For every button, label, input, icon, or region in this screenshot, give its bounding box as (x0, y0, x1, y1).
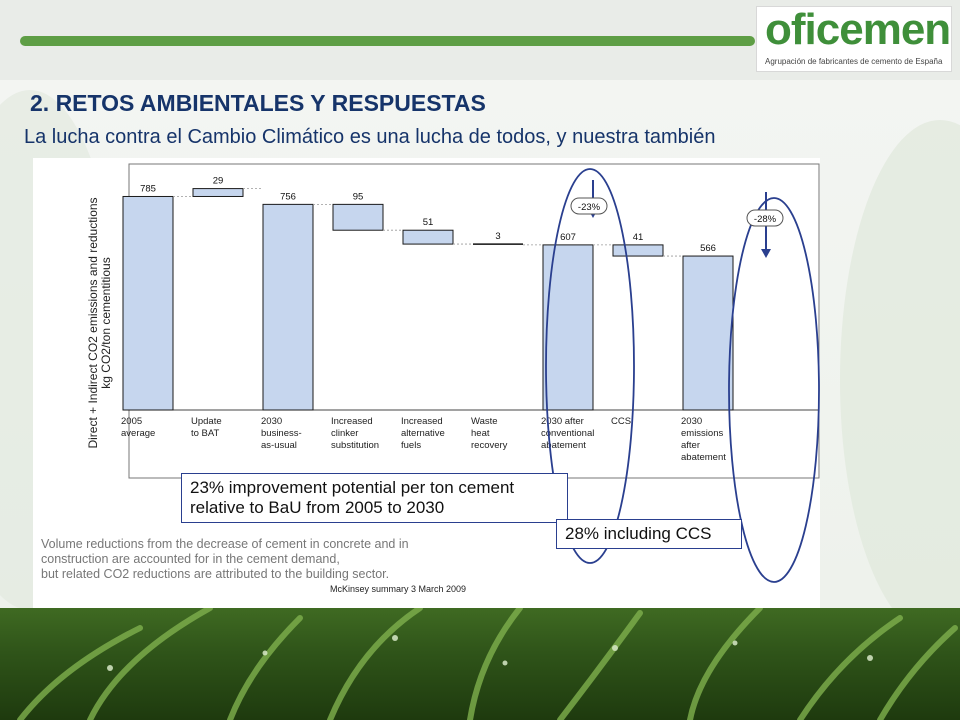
category-label-3: Increased clinker substitution (331, 416, 379, 451)
improvement-callout-line1: 23% improvement potential per ton cement (190, 478, 515, 497)
value-label-7: 41 (633, 232, 644, 243)
improvement-callout: 23% improvement potential per ton cement… (181, 473, 568, 523)
value-label-5: 3 (495, 231, 500, 242)
bar-1 (192, 188, 244, 197)
category-label-7: CCS (611, 416, 631, 427)
grass-photo-strip (0, 605, 960, 720)
logo-wordmark: oficemen (765, 5, 951, 54)
waterfall-chart: Direct + Indirect CO2 emissions and redu… (86, 163, 820, 583)
highlight-ellipse-2030-conventional (545, 168, 635, 564)
slide-subtitle: La lucha contra el Cambio Climático es u… (24, 126, 716, 148)
bar-4 (402, 229, 454, 245)
source-note: McKinsey summary 3 March 2009 (330, 584, 467, 594)
bar-6 (542, 244, 594, 411)
value-label-1: 29 (213, 176, 224, 187)
reduction-arrow-head-1 (761, 249, 771, 258)
footnote-line: Volume reductions from the decrease of c… (41, 537, 409, 551)
footnote-line: construction are accounted for in the ce… (41, 552, 340, 566)
category-label-1: Update to BAT (191, 416, 222, 439)
value-label-6: 607 (560, 232, 576, 243)
category-label-6: 2030 after conventional abatement (541, 416, 594, 451)
y-axis-label: Direct + Indirect CO2 emissions and redu… (86, 197, 113, 448)
improvement-callout-line2: relative to BaU from 2005 to 2030 (190, 498, 445, 517)
reduction-badge-label-0: -23% (578, 202, 601, 213)
header-rule (20, 36, 755, 46)
grass-blades (17, 605, 958, 720)
bar-3 (332, 203, 384, 231)
company-logo: oficemen Agrupación de fabricantes de ce… (756, 5, 952, 72)
value-label-4: 51 (423, 217, 434, 228)
ccs-callout: 28% including CCS (556, 519, 742, 549)
category-label-2: 2030 business-as-usual (261, 416, 302, 451)
slide-title: 2. RETOS AMBIENTALES Y RESPUESTAS (30, 90, 486, 116)
footnote: Volume reductions from the decrease of c… (41, 537, 409, 582)
bar-2 (262, 203, 314, 411)
category-label-8: 2030 emissions after abatement (681, 416, 726, 463)
category-label-5: Waste heat recovery (471, 416, 508, 451)
value-label-0: 785 (140, 183, 156, 194)
bar-8 (682, 255, 734, 411)
reduction-badge-1 (746, 209, 784, 227)
bar-7 (612, 244, 664, 257)
highlight-ellipse-emissions-after-abatement (728, 197, 820, 583)
category-label-4: Increased alternative fuels (401, 416, 445, 451)
bar-0 (122, 195, 174, 411)
value-label-2: 756 (280, 191, 296, 202)
logo-tagline: Agrupación de fabricantes de cemento de … (765, 57, 943, 66)
category-label-0: 2005 average (121, 416, 155, 439)
value-label-3: 95 (353, 191, 364, 202)
value-label-8: 566 (700, 243, 716, 254)
reduction-badge-0 (570, 197, 608, 215)
footnote-line: but related CO2 reductions are attribute… (41, 567, 390, 581)
reduction-badge-label-1: -28% (754, 214, 777, 225)
